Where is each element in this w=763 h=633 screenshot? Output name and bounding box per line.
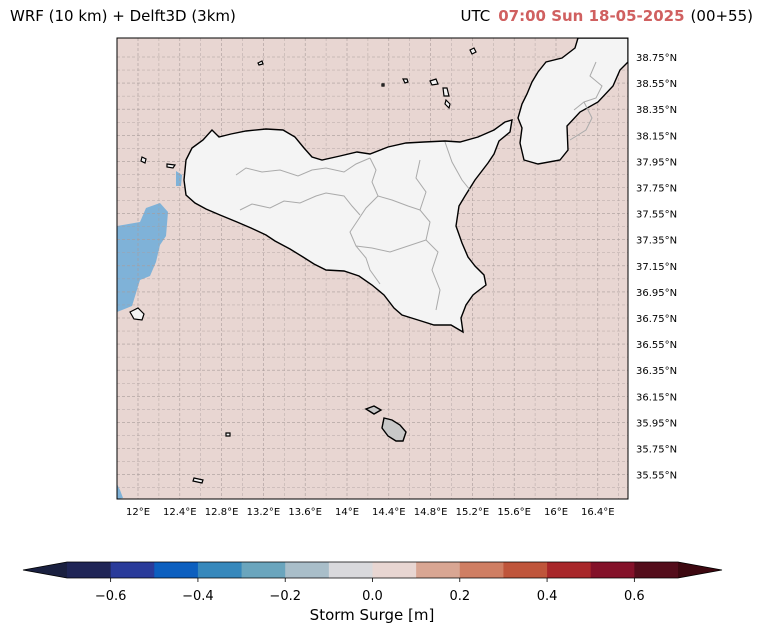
colorbar: −0.6 −0.4 −0.2 0.0 0.2 0.4 0.6 Storm Surge [m]	[22, 561, 723, 624]
colorbar-over-extension	[678, 562, 722, 578]
latitude-tick: 38.55°N	[636, 79, 677, 90]
longitude-tick: 14°E	[335, 507, 359, 518]
colorbar-tick-label: −0.6	[95, 589, 127, 604]
map-title: WRF (10 km) + Delft3D (3km)	[10, 7, 236, 25]
colorbar-bin	[154, 562, 199, 578]
latitude-tick: 37.95°N	[636, 157, 677, 168]
longitude-tick: 15.2°E	[456, 507, 490, 518]
latitude-tick: 36.15°N	[636, 392, 677, 403]
calabria-landmass	[517, 38, 628, 165]
lead-time: (00+55)	[690, 7, 753, 25]
colorbar-bin	[416, 562, 461, 578]
colorbar-tick-label: −0.2	[269, 589, 301, 604]
latitude-tick: 36.35°N	[636, 366, 677, 377]
latitude-tick: 37.75°N	[636, 184, 677, 195]
map-frame	[116, 37, 629, 500]
latitude-tick: 35.75°N	[636, 445, 677, 456]
colorbar-bin	[634, 562, 679, 578]
latitude-tick: 35.95°N	[636, 418, 677, 429]
colorbar-tick-label: −0.4	[182, 589, 214, 604]
malta-island	[364, 405, 407, 442]
colorbar-bin	[110, 562, 155, 578]
latitude-tick: 36.55°N	[636, 340, 677, 351]
longitude-tick: 12°E	[126, 507, 150, 518]
latitude-tick: 37.35°N	[636, 236, 677, 247]
colorbar-bin	[372, 562, 417, 578]
colorbar-bin	[328, 562, 373, 578]
longitude-tick: 13.2°E	[247, 507, 281, 518]
colorbar-bin	[503, 562, 548, 578]
colorbar-bin	[285, 562, 330, 578]
latitude-tick: 37.15°N	[636, 262, 677, 273]
forecast-time-header: UTC 07:00 Sun 18-05-2025 (00+55)	[460, 7, 753, 25]
map-panel: 12°E 12.4°E 12.8°E 13.2°E 13.6°E 14°E 14.4°E 14…	[116, 37, 677, 518]
colorbar-tick-label: 0.0	[362, 589, 383, 604]
valid-time: 07:00 Sun 18-05-2025	[498, 7, 685, 25]
colorbar-bin	[67, 562, 112, 578]
utc-label: UTC	[460, 7, 491, 25]
longitude-tick: 15.6°E	[497, 507, 531, 518]
longitude-tick: 13.6°E	[288, 507, 322, 518]
latitude-tick: 38.75°N	[636, 53, 677, 64]
longitude-tick: 14.8°E	[414, 507, 448, 518]
colorbar-bin	[197, 562, 243, 578]
colorbar-tick-label: 0.4	[537, 589, 558, 604]
colorbar-tick-labels: −0.6 −0.4 −0.2 0.0 0.2 0.4 0.6	[95, 578, 645, 604]
latitude-tick: 36.95°N	[636, 288, 677, 299]
latitude-tick: 35.55°N	[636, 471, 677, 482]
colorbar-bins	[67, 562, 679, 578]
longitude-tick: 16°E	[544, 507, 568, 518]
longitude-tick: 14.4°E	[372, 507, 406, 518]
colorbar-bin	[241, 562, 286, 578]
colorbar-bin	[547, 562, 592, 578]
longitude-tick: 12.4°E	[163, 507, 197, 518]
latitude-tick: 38.15°N	[636, 131, 677, 142]
colorbar-tick-label: 0.2	[449, 589, 470, 604]
latitude-tick-labels: 38.75°N 38.55°N 38.35°N 38.15°N 37.95°N 37.75…	[636, 53, 677, 482]
colorbar-bin	[459, 562, 504, 578]
latitude-tick: 38.35°N	[636, 105, 677, 116]
colorbar-outline	[22, 561, 723, 579]
sicily-island	[183, 119, 513, 334]
negative-surge-area	[117, 171, 182, 499]
small-islands	[129, 47, 477, 484]
colorbar-bin	[590, 562, 635, 578]
longitude-tick: 12.8°E	[205, 507, 239, 518]
longitude-tick: 16.4°E	[581, 507, 615, 518]
colorbar-under-extension	[23, 562, 67, 578]
longitude-tick-labels: 12°E 12.4°E 12.8°E 13.2°E 13.6°E 14°E 14.4°E 14…	[126, 507, 615, 518]
colorbar-tick-label: 0.6	[624, 589, 645, 604]
latitude-tick: 37.55°N	[636, 210, 677, 221]
latitude-tick: 36.75°N	[636, 314, 677, 325]
colorbar-label: Storm Surge [m]	[310, 606, 435, 624]
province-borders	[235, 61, 603, 311]
